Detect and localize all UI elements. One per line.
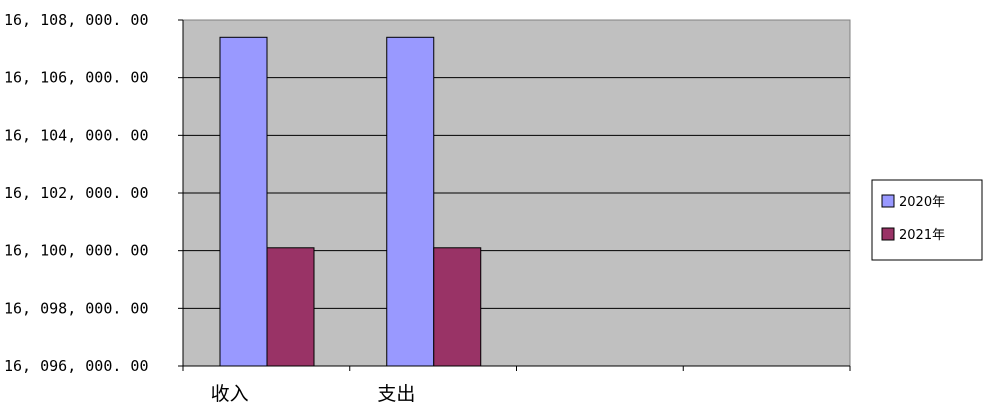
legend-swatch-2021: [881, 227, 895, 241]
y-tick-label: 16, 106, 000. 00: [4, 69, 149, 87]
x-tick-label: 收入: [211, 383, 249, 405]
legend-label-2020: 2020年: [899, 195, 945, 210]
y-tick-label: 16, 098, 000. 00: [4, 299, 149, 317]
x-axis: 收入 支出: [182, 365, 851, 405]
legend: 2020年 2021年: [871, 179, 983, 261]
y-tick-label: 16, 108, 000. 00: [4, 11, 149, 29]
bar: [386, 36, 435, 367]
y-tick-label: 16, 104, 000. 00: [4, 126, 149, 144]
bar: [433, 247, 482, 367]
legend-label-2021: 2021年: [899, 228, 945, 243]
legend-box: [871, 179, 983, 261]
legend-swatch-2020: [881, 194, 895, 208]
y-tick-label: 16, 102, 000. 00: [4, 184, 149, 202]
y-axis: 16, 108, 000. 00 16, 106, 000. 00 16, 104,…: [4, 11, 184, 375]
bars: [219, 36, 482, 367]
bar: [219, 36, 268, 367]
y-tick-label: 16, 100, 000. 00: [4, 242, 149, 260]
bar: [266, 247, 315, 367]
x-tick-label: 支出: [377, 383, 415, 405]
y-tick-label: 16, 096, 000. 00: [4, 357, 149, 375]
